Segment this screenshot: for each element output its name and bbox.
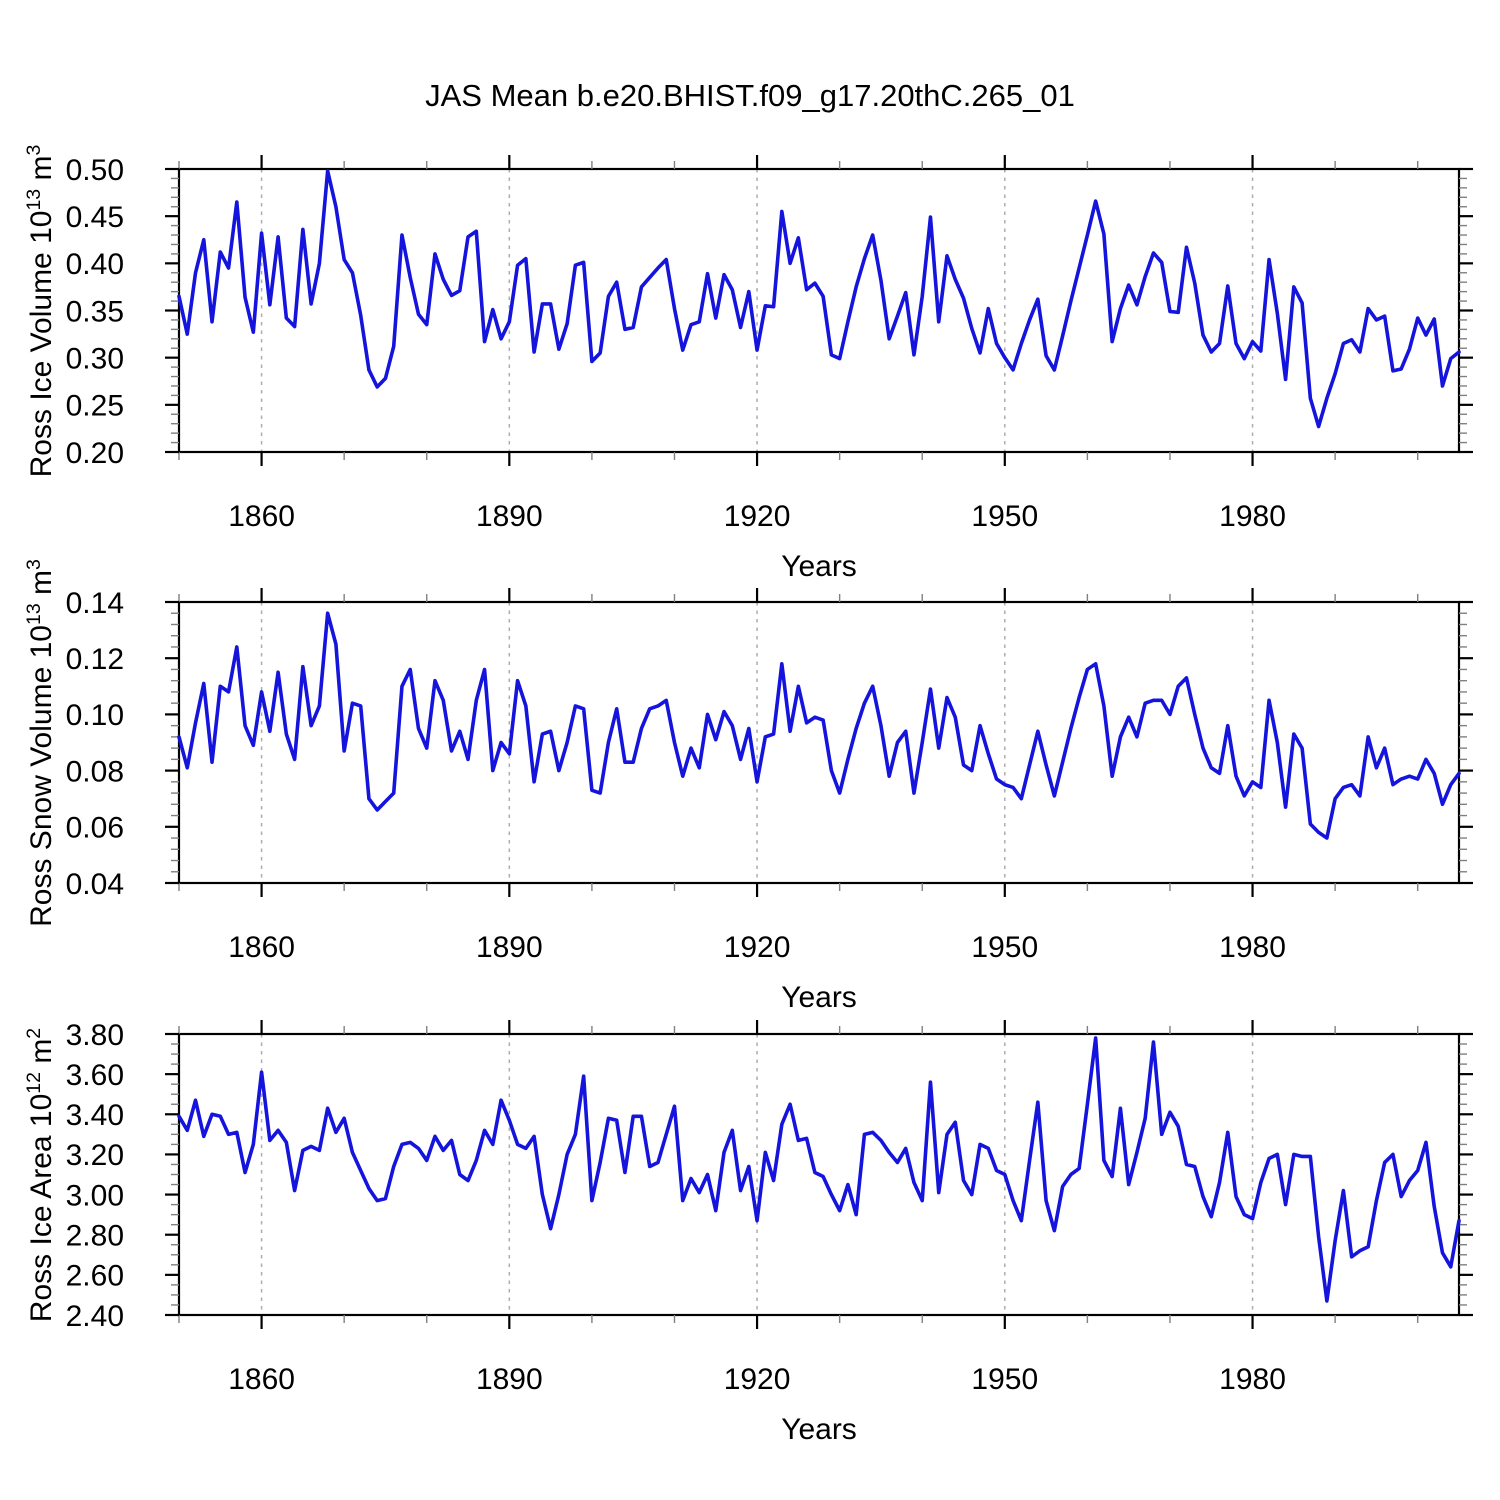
- y-tick-label: 3.80: [66, 1019, 124, 1052]
- x-tick-label: 1920: [724, 931, 791, 964]
- y-tick-label: 0.50: [66, 154, 124, 187]
- panel-ross-snow-volume: 1860 1890 1920 1950 1980 0.04 0.06 0.08 0.10 0.12…: [66, 587, 1473, 1014]
- y-tick-label: 0.04: [66, 868, 124, 901]
- x-axis-title: Years: [781, 1413, 857, 1446]
- y-tick-label: 2.60: [66, 1260, 124, 1293]
- y-tick-label: 0.12: [66, 643, 124, 676]
- x-tick-label: 1860: [228, 1363, 295, 1396]
- x-tick-label: 1980: [1219, 931, 1286, 964]
- y-tick-label: 0.40: [66, 248, 124, 281]
- y-tick-label: 0.35: [66, 295, 124, 328]
- y-tick-label: 3.00: [66, 1179, 124, 1212]
- y-tick-label: 0.08: [66, 755, 124, 788]
- axes-frame: [177, 600, 1461, 885]
- panel-ross-ice-area: 1860 1890 1920 1950 1980 2.40 2.60 2.80 3.00 3.20…: [66, 1019, 1473, 1446]
- y-tick-label: 0.14: [66, 587, 124, 620]
- series-line-ross-ice-area: [177, 1036, 1461, 1303]
- y-tick-label: 0.30: [66, 342, 124, 375]
- x-tick-label: 1890: [476, 1363, 543, 1396]
- y-tick-label: 2.80: [66, 1220, 124, 1253]
- x-tick-label: 1950: [971, 931, 1038, 964]
- x-tick-label: 1860: [228, 931, 295, 964]
- series-line-ross-snow-volume: [177, 611, 1461, 840]
- x-tick-label: 1980: [1219, 500, 1286, 533]
- y-tick-label: 3.40: [66, 1099, 124, 1132]
- y-tick-label: 3.60: [66, 1059, 124, 1092]
- chart-title: JAS Mean b.e20.BHIST.f09_g17.20thC.265_0…: [425, 78, 1075, 113]
- x-tick-label: 1980: [1219, 1363, 1286, 1396]
- axes-frame: [177, 167, 1461, 454]
- x-tick-label: 1890: [476, 931, 543, 964]
- y-tick-label: 0.06: [66, 812, 124, 845]
- series-line-ross-ice-volume: [177, 169, 1461, 429]
- x-axis-title: Years: [781, 550, 857, 583]
- y-tick-label: 2.40: [66, 1300, 124, 1333]
- x-axis-title: Years: [781, 981, 857, 1014]
- y-tick-label: 0.25: [66, 390, 124, 423]
- y-tick-label: 0.10: [66, 699, 124, 732]
- x-tick-label: 1860: [228, 500, 295, 533]
- panel-ross-ice-volume: 1860 1890 1920 1950 1980 0.20 0.25 0.30 0.35 0.40…: [66, 154, 1473, 583]
- y-tick-label: 3.20: [66, 1139, 124, 1172]
- x-tick-label: 1950: [971, 1363, 1038, 1396]
- y-axis-title-ross-ice-area: Ross Ice Area 1012 m2: [23, 1027, 58, 1322]
- x-tick-label: 1950: [971, 500, 1038, 533]
- y-tick-label: 0.45: [66, 201, 124, 234]
- x-tick-label: 1920: [724, 1363, 791, 1396]
- x-tick-label: 1890: [476, 500, 543, 533]
- x-tick-label: 1920: [724, 500, 791, 533]
- y-tick-label: 0.20: [66, 437, 124, 470]
